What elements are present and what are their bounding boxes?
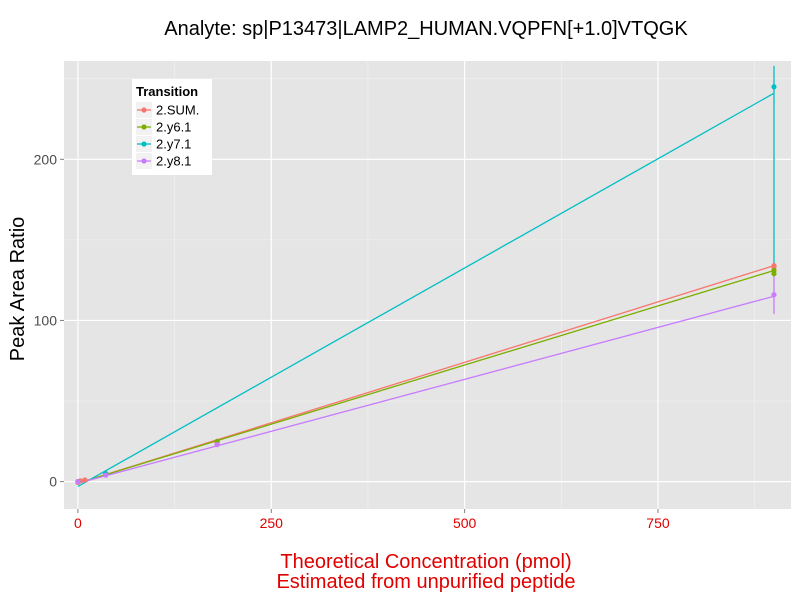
legend-title: Transition	[136, 84, 198, 99]
x-tick-label: 250	[260, 515, 284, 531]
point-2-y6-1	[771, 271, 777, 277]
legend-entries: 2.SUM. 2.y6.1 2.y7.1 2.y8.1	[136, 102, 199, 169]
x-axis: 0 250 500 750	[74, 509, 670, 531]
fit-line-2-y7-1	[77, 92, 775, 488]
fit-line-2-y6-1	[77, 269, 775, 484]
fit-line-2-y8-1	[77, 295, 775, 484]
point-2-y8-1	[75, 479, 81, 485]
legend-key-point-2-y6-1	[141, 124, 147, 130]
point-2-y7-1	[771, 84, 777, 90]
x-tick-label: 500	[453, 515, 477, 531]
legend-label-2-sum: 2.SUM.	[156, 103, 199, 118]
y-tick-label: 100	[34, 312, 58, 328]
legend-key-point-2-y7-1	[141, 141, 147, 147]
data-points	[75, 84, 777, 486]
fit-lines	[77, 92, 775, 488]
legend-label-2-y7-1: 2.y7.1	[156, 137, 191, 152]
legend-label-2-y8-1: 2.y8.1	[156, 154, 191, 169]
x-axis-label-line-2: Estimated from unpurified peptide	[276, 571, 575, 593]
y-axis: 0 100 200	[34, 151, 64, 490]
legend-key-point-2-y8-1	[141, 158, 147, 164]
x-tick-label: 750	[646, 515, 670, 531]
point-2-y8-1	[214, 441, 220, 448]
point-2-sum	[82, 477, 88, 483]
chart-title: Analyte: sp|P13473|LAMP2_HUMAN.VQPFN[+1.…	[164, 18, 688, 40]
y-tick-label: 200	[34, 151, 58, 167]
y-tick-label: 0	[49, 474, 57, 490]
point-2-y8-1	[103, 472, 109, 478]
x-tick-label: 0	[74, 515, 82, 531]
legend-key-point-2-sum	[141, 107, 147, 113]
y-axis-label: Peak Area Ratio	[7, 217, 29, 362]
point-2-y8-1	[771, 292, 777, 298]
legend: Transition 2.SUM. 2.y6.1 2.y7.1 2.y8.1	[132, 79, 212, 175]
fit-line-2-sum	[77, 265, 775, 484]
legend-label-2-y6-1: 2.y6.1	[156, 120, 191, 135]
x-axis-label-line-1: Theoretical Concentration (pmol)	[280, 551, 571, 573]
